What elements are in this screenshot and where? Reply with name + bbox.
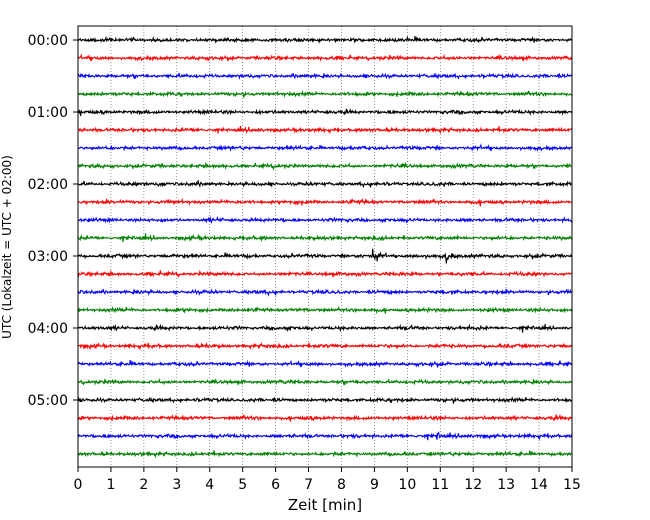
seismic-trace [77,323,573,333]
plot-frame [77,25,573,468]
x-tick-label: 6 [271,477,280,493]
seismic-trace [77,180,573,189]
x-tick-label: 10 [398,477,416,493]
seismic-trace [77,161,573,171]
x-tick-label: 8 [337,477,346,493]
seismic-trace [77,125,573,135]
x-tick-label: 12 [464,477,482,493]
y-tick-label: 01:00 [28,105,68,121]
x-tick-label: 9 [370,477,379,493]
x-tick-label: 4 [205,477,214,493]
seismic-trace [77,53,573,62]
x-tick-label: 14 [530,477,548,493]
x-tick-label: 5 [238,477,247,493]
x-tick-label: 3 [172,477,181,493]
seismic-trace [77,431,573,441]
y-tick-label: 05:00 [28,393,68,409]
seismic-trace [77,197,573,207]
x-tick-label: 1 [106,477,115,493]
seismic-trace [77,305,573,315]
seismic-trace [77,72,573,80]
y-tick-label: 03:00 [28,249,68,265]
x-tick-label: 2 [139,477,148,493]
seismic-trace [77,248,573,264]
axes: 0 1 2 3 4 5 6 7 8 9 10 11 12 13 14 1500:0001:0002:0003:… [28,33,581,493]
y-tick-label: 02:00 [28,177,68,193]
seismic-trace [77,359,573,368]
seismic-trace [77,288,573,297]
seismic-trace [77,395,573,404]
y-tick-label: 04:00 [28,321,68,337]
seismic-trace [77,108,573,117]
seismic-trace [77,413,573,422]
seismic-trace [77,377,573,386]
seismic-trace [77,90,573,98]
seismic-trace [77,342,573,351]
x-tick-label: 11 [431,477,449,493]
seismic-trace [77,35,573,44]
seismic-trace [77,450,573,459]
x-tick-label: 0 [74,477,83,493]
seismic-trace [77,269,573,278]
y-tick-label: 00:00 [28,33,68,49]
seismic-trace [77,215,573,224]
seismic-trace [77,233,573,243]
seismic-trace [77,143,573,152]
x-axis-label: Zeit [min] [288,496,362,514]
trace-group [77,35,573,459]
x-tick-label: 15 [563,477,581,493]
x-tick-label: 7 [304,477,313,493]
x-tick-label: 13 [497,477,515,493]
y-axis-label: UTC (Lokalzeit = UTC + 02:00) [0,155,14,339]
